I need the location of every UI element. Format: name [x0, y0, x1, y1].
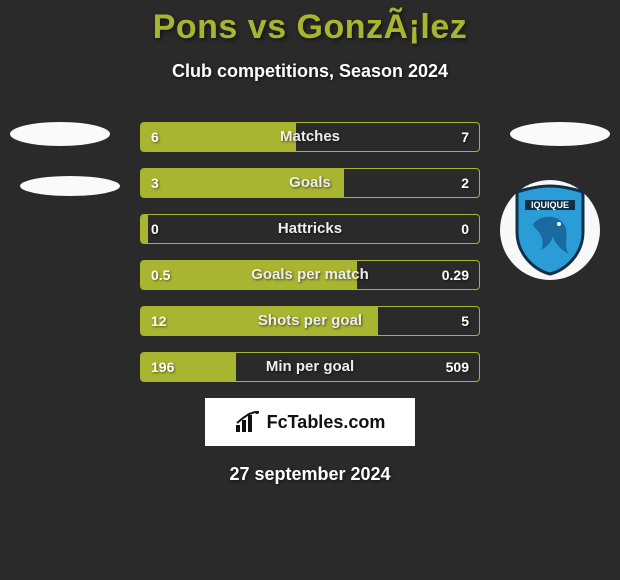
snapshot-date: 27 september 2024 — [0, 464, 620, 485]
player-badge-right-1 — [510, 122, 610, 146]
page-root: Pons vs GonzÃ¡lez Club competitions, Sea… — [0, 0, 620, 485]
stat-label: Goals — [141, 169, 479, 197]
stat-rows: 6Matches7 3Goals2 0Hattricks0 0.5Goals per … — [140, 122, 480, 382]
stat-label: Hattricks — [141, 215, 479, 243]
page-subtitle: Club competitions, Season 2024 — [0, 61, 620, 82]
stat-value-right: 7 — [461, 123, 469, 151]
comparison-panel: IQUIQUE 6Matches7 3Goals2 0Hattricks0 0.5Go… — [0, 122, 620, 485]
player-badge-left-1 — [10, 122, 110, 146]
stat-value-right: 5 — [461, 307, 469, 335]
stat-row: 0Hattricks0 — [140, 214, 480, 244]
fctables-mark-icon — [235, 411, 261, 433]
player-badge-left-2 — [20, 176, 120, 196]
stat-value-right: 0.29 — [442, 261, 469, 289]
stat-row: 3Goals2 — [140, 168, 480, 198]
stat-row: 196Min per goal509 — [140, 352, 480, 382]
fctables-logo[interactable]: FcTables.com — [205, 398, 415, 446]
stat-row: 6Matches7 — [140, 122, 480, 152]
page-title: Pons vs GonzÃ¡lez — [0, 8, 620, 47]
stat-value-right: 509 — [446, 353, 469, 381]
stat-label: Min per goal — [141, 353, 479, 381]
club-crest-icon: IQUIQUE — [511, 184, 589, 276]
stat-label: Matches — [141, 123, 479, 151]
stat-row: 12Shots per goal5 — [140, 306, 480, 336]
club-crest-right: IQUIQUE — [500, 180, 600, 280]
stat-value-right: 2 — [461, 169, 469, 197]
stat-value-right: 0 — [461, 215, 469, 243]
crest-text: IQUIQUE — [531, 200, 569, 210]
stat-row: 0.5Goals per match0.29 — [140, 260, 480, 290]
fctables-logo-text: FcTables.com — [267, 412, 386, 433]
stat-label: Goals per match — [141, 261, 479, 289]
stat-label: Shots per goal — [141, 307, 479, 335]
